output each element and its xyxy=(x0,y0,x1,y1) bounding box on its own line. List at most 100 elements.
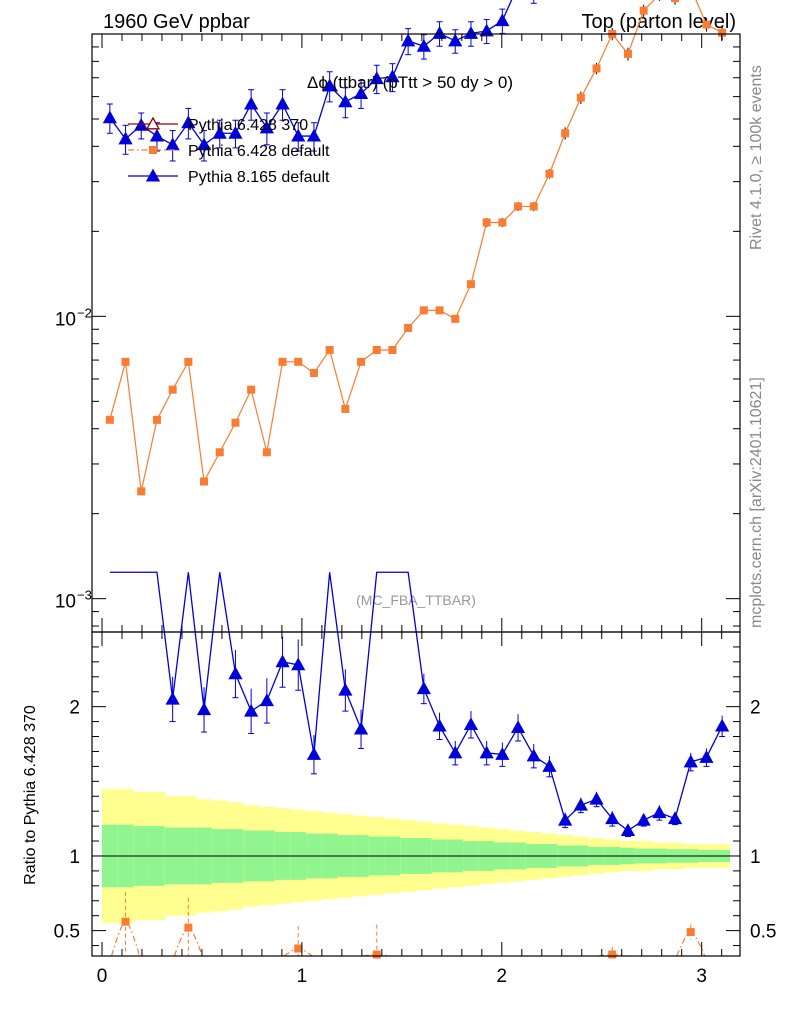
point-pythia8-default xyxy=(275,96,290,110)
chart-title: Δϕ (ttbar) (pTtt > 50 dy > 0) xyxy=(307,73,513,92)
point-pythia6-default xyxy=(561,129,570,138)
ratio-point-pythia8-default xyxy=(620,823,636,837)
ratio-point-pythia8-default xyxy=(196,702,212,716)
ratio-point-pythia8-default xyxy=(165,691,180,705)
ratio-xtick-label: 2 xyxy=(497,966,508,987)
point-pythia6-default xyxy=(482,218,491,227)
ratio-point-pythia8-default xyxy=(589,791,604,805)
main-ytick-label-base: 10 xyxy=(55,592,76,613)
mcplots-label: mcplots.cern.ch [arXiv:2401.10621] xyxy=(748,377,765,628)
ratio-point-pythia8-default xyxy=(432,718,447,732)
main-ytick-label-base: 10 xyxy=(55,309,76,330)
point-pythia8-default xyxy=(306,128,322,142)
ratio-point-pythia8-default xyxy=(259,693,274,707)
main-ytick-label-exp: −3 xyxy=(77,588,92,603)
point-pythia8-default xyxy=(338,94,353,108)
ratio-point-pythia8-default xyxy=(306,747,322,760)
ratio-panel: 0.5 0.5 1 1 2 2 0 1 2 3 Ratio to Pythia 6.428 370 xyxy=(22,571,776,987)
point-pythia8-default xyxy=(165,137,180,151)
point-pythia8-default xyxy=(479,23,494,37)
point-pythia8-default xyxy=(212,125,227,139)
legend-label: Pythia 6.428 default xyxy=(188,143,330,160)
point-pythia6-default xyxy=(466,280,475,289)
point-pythia6-default xyxy=(184,357,193,366)
point-pythia6-default xyxy=(514,202,523,211)
ratio-point-pythia8-default xyxy=(510,720,526,734)
point-pythia6-default xyxy=(592,64,601,73)
point-pythia6-default xyxy=(105,415,114,424)
ratio-point-pythia8-default xyxy=(495,747,510,760)
point-pythia8-default xyxy=(134,117,149,131)
ratio-point-pythia6-default xyxy=(608,950,617,959)
point-pythia6-default xyxy=(639,6,648,15)
rivet-label: Rivet 4.1.0, ≥ 100k events xyxy=(748,65,765,250)
point-pythia8-default xyxy=(432,26,447,39)
ratio-point-pythia8-default xyxy=(573,797,588,811)
point-pythia8-default xyxy=(448,33,463,47)
point-pythia8-default xyxy=(118,131,133,145)
point-pythia8-default xyxy=(322,78,337,92)
ratio-series-layer xyxy=(109,571,730,959)
ratio-point-pythia8-default xyxy=(448,745,463,759)
main-ticks xyxy=(92,33,740,632)
ratio-ytick-label-left: 1 xyxy=(69,847,80,868)
point-pythia8-default xyxy=(385,69,400,83)
point-pythia8-default xyxy=(353,86,369,100)
point-pythia6-default xyxy=(419,306,428,315)
ratio-point-pythia6-default xyxy=(184,923,193,932)
legend: Pythia 6.428 370 Pythia 6.428 default Pyth… xyxy=(128,116,330,186)
point-pythia6-default xyxy=(388,345,397,354)
ratio-point-pythia8-default xyxy=(558,812,573,826)
point-pythia6-default xyxy=(325,345,334,354)
point-pythia8-default xyxy=(149,128,165,142)
ratio-point-pythia8-default xyxy=(244,703,259,717)
point-pythia6-default xyxy=(671,0,680,3)
ratio-point-pythia8-default xyxy=(416,681,431,695)
ratio-ytick-label-right: 1 xyxy=(750,847,761,868)
ratio-point-pythia8-default xyxy=(338,682,353,696)
point-pythia6-default xyxy=(404,323,413,332)
point-pythia6-default xyxy=(451,314,460,323)
ratio-point-pythia8-default xyxy=(715,718,730,732)
point-pythia8-default xyxy=(244,96,259,110)
point-pythia6-default xyxy=(294,357,303,366)
point-pythia6-default xyxy=(168,385,177,394)
ratio-point-pythia8-default xyxy=(463,717,479,731)
point-pythia8-default xyxy=(228,125,243,139)
main-ytick-labels: 10−210−3 xyxy=(55,305,92,612)
point-pythia6-default xyxy=(247,385,256,394)
point-pythia8-default xyxy=(463,26,479,39)
ratio-xtick-label: 1 xyxy=(297,966,308,987)
point-pythia6-default xyxy=(200,477,209,486)
legend-label: Pythia 8.165 default xyxy=(188,169,330,186)
point-pythia6-default xyxy=(231,418,240,427)
ratio-ytick-label-left: 0.5 xyxy=(54,922,80,943)
point-pythia8-default xyxy=(102,110,117,124)
ratio-point-pythia8-default xyxy=(228,666,243,680)
point-pythia6-default xyxy=(309,368,318,377)
ratio-point-pythia8-default xyxy=(699,750,714,763)
legend-marker xyxy=(149,146,157,154)
ratio-xtick-label: 0 xyxy=(97,966,108,987)
ratio-ytick-label-left: 2 xyxy=(69,698,80,719)
point-pythia6-default xyxy=(357,357,366,366)
point-pythia6-default xyxy=(137,487,146,496)
point-pythia6-default xyxy=(278,357,287,366)
point-pythia6-default xyxy=(215,448,224,457)
point-pythia6-default xyxy=(435,306,444,315)
ratio-frame xyxy=(91,631,741,957)
point-pythia8-default xyxy=(196,137,212,151)
point-pythia8-default xyxy=(259,120,274,134)
ratio-point-pythia8-default xyxy=(652,805,667,819)
point-pythia6-default xyxy=(545,169,554,178)
point-pythia8-default xyxy=(416,38,431,52)
point-pythia6-default xyxy=(623,49,632,58)
point-pythia6-default xyxy=(702,20,711,29)
point-pythia8-default xyxy=(369,71,384,85)
watermark: (MC_FBA_TTBAR) xyxy=(356,592,476,608)
ratio-point-pythia8-default xyxy=(275,654,290,668)
point-pythia6-default xyxy=(372,345,381,354)
point-pythia8-default xyxy=(401,33,416,47)
point-pythia8-default xyxy=(181,115,196,129)
